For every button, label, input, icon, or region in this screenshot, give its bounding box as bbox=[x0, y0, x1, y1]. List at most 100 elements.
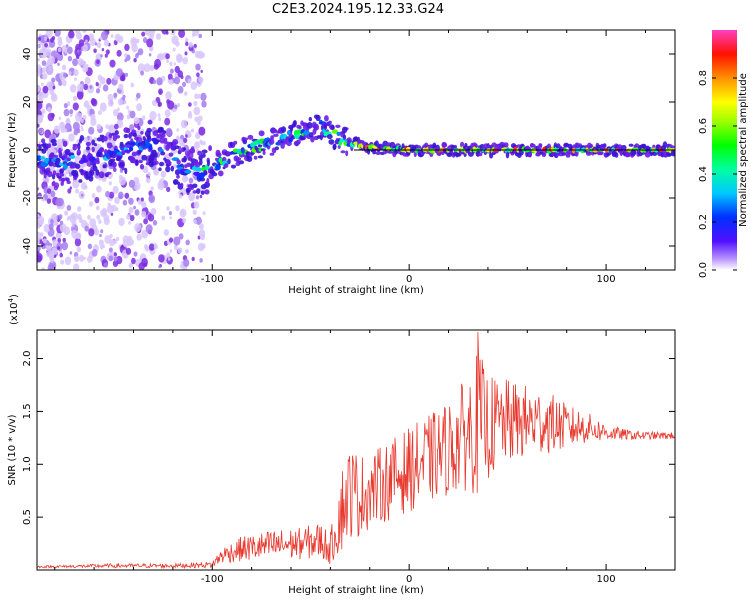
noise-point bbox=[48, 223, 54, 230]
signal-point bbox=[287, 130, 291, 136]
halo-point bbox=[328, 120, 332, 125]
ytick-label: 20 bbox=[22, 96, 33, 109]
noise-point bbox=[178, 233, 184, 240]
noise-point bbox=[66, 101, 71, 106]
noise-point bbox=[77, 58, 84, 66]
noise-point bbox=[200, 52, 205, 58]
halo-point bbox=[331, 124, 335, 131]
noise-point bbox=[197, 115, 203, 122]
noise-point bbox=[59, 252, 63, 258]
noise-point bbox=[57, 238, 61, 243]
snr-scale-label: (x104) bbox=[7, 294, 20, 325]
noise-point bbox=[73, 263, 80, 270]
halo-point bbox=[201, 153, 206, 158]
noise-point bbox=[72, 102, 79, 111]
noise-point bbox=[93, 48, 97, 54]
halo-point bbox=[172, 139, 179, 146]
signal-point bbox=[339, 138, 345, 143]
halo-point bbox=[50, 138, 57, 144]
halo-point bbox=[253, 155, 258, 160]
colorbar-ticks: 0.0 0.2 0.4 0.6 0.8 bbox=[698, 70, 737, 278]
noise-point bbox=[145, 177, 151, 184]
noise-point bbox=[101, 48, 105, 52]
signal-point bbox=[37, 155, 42, 161]
noise-point bbox=[188, 192, 196, 202]
noise-point bbox=[38, 48, 44, 55]
halo-point bbox=[313, 123, 320, 131]
noise-point bbox=[164, 109, 171, 118]
noise-point bbox=[72, 58, 79, 67]
noise-point bbox=[123, 100, 127, 105]
halo-point bbox=[199, 158, 203, 166]
spectrogram-ylabel: Frequency (Hz) bbox=[7, 112, 18, 188]
halo-point bbox=[298, 125, 302, 130]
noise-point bbox=[83, 136, 88, 143]
noise-point bbox=[80, 193, 84, 197]
halo-point bbox=[203, 170, 208, 176]
halo-point bbox=[621, 144, 627, 151]
noise-point bbox=[157, 53, 163, 60]
xtick-label: -100 bbox=[201, 274, 224, 285]
noise-point bbox=[94, 42, 98, 46]
noise-point bbox=[167, 73, 173, 81]
noise-point bbox=[37, 255, 42, 263]
halo-point bbox=[102, 164, 107, 169]
halo-point bbox=[53, 154, 59, 158]
noise-point bbox=[124, 53, 128, 58]
halo-point bbox=[115, 135, 121, 139]
noise-point bbox=[89, 201, 94, 207]
noise-point bbox=[61, 241, 69, 251]
noise-point bbox=[96, 59, 100, 65]
noise-point bbox=[94, 196, 100, 204]
halo-point bbox=[95, 157, 100, 163]
noise-point bbox=[198, 33, 202, 39]
noise-point bbox=[77, 49, 80, 53]
noise-point bbox=[80, 118, 84, 123]
noise-point bbox=[122, 199, 128, 206]
noise-point bbox=[120, 177, 124, 181]
noise-point bbox=[166, 59, 169, 63]
noise-point bbox=[126, 105, 129, 110]
noise-point bbox=[55, 231, 62, 240]
noise-point bbox=[87, 214, 91, 220]
signal-point bbox=[129, 141, 137, 146]
halo-point bbox=[72, 169, 79, 177]
halo-point bbox=[66, 157, 72, 161]
halo-point bbox=[93, 143, 97, 147]
ytick-label: 1.5 bbox=[22, 403, 33, 419]
noise-point bbox=[112, 185, 119, 194]
noise-point bbox=[116, 68, 123, 77]
noise-point bbox=[81, 128, 84, 132]
halo-point bbox=[281, 126, 287, 133]
noise-point bbox=[141, 31, 146, 37]
halo-point bbox=[257, 144, 263, 148]
noise-point bbox=[117, 98, 124, 106]
signal-point bbox=[336, 131, 341, 136]
noise-point bbox=[50, 37, 55, 43]
halo-point bbox=[538, 143, 543, 148]
noise-point bbox=[173, 236, 181, 246]
noise-point bbox=[187, 78, 192, 84]
halo-point bbox=[154, 139, 161, 143]
noise-point bbox=[67, 46, 73, 55]
noise-point bbox=[50, 219, 54, 224]
noise-point bbox=[169, 216, 172, 220]
halo-point bbox=[270, 135, 275, 140]
noise-point bbox=[63, 108, 70, 117]
halo-point bbox=[163, 137, 168, 142]
noise-point bbox=[51, 92, 56, 99]
halo-point bbox=[89, 169, 95, 177]
noise-point bbox=[72, 179, 80, 189]
halo-point bbox=[341, 126, 348, 133]
halo-point bbox=[326, 134, 333, 140]
noise-point bbox=[100, 54, 103, 58]
noise-point bbox=[176, 128, 180, 132]
noise-point bbox=[182, 175, 188, 183]
noise-point bbox=[51, 77, 56, 83]
halo-point bbox=[47, 143, 52, 149]
noise-point bbox=[59, 223, 67, 233]
noise-point bbox=[116, 49, 122, 57]
noise-point bbox=[200, 69, 203, 73]
halo-point bbox=[61, 177, 66, 182]
